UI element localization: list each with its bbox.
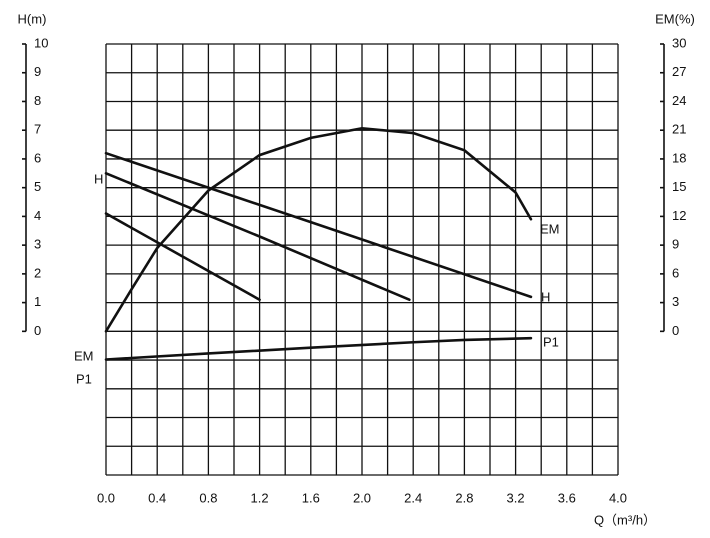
x-tick-label: 0.4 (148, 490, 166, 505)
curve-label: EM (540, 221, 560, 236)
y-tick-label: 7 (34, 122, 41, 137)
x-axis-title: Q（m³/h） (594, 512, 656, 527)
x-tick-label: 0.0 (97, 490, 115, 505)
y2-tick-label: 12 (672, 208, 686, 223)
curve (104, 151, 533, 299)
y-tick-label: 9 (34, 64, 41, 79)
x-tick-label: 1.2 (251, 490, 269, 505)
y2-tick-label: 30 (672, 35, 686, 50)
y2-tick-label: 18 (672, 150, 686, 165)
y-tick-label: 5 (34, 179, 41, 194)
y2-tick-label: 6 (672, 265, 679, 280)
y-tick-label: 6 (34, 150, 41, 165)
y-tick-label: 3 (34, 237, 41, 252)
x-tick-label: 3.2 (507, 490, 525, 505)
curve (104, 212, 261, 302)
x-tick-label: 2.0 (353, 490, 371, 505)
curve-label: P1 (543, 334, 559, 349)
curve (104, 336, 533, 361)
y2-tick-label: 27 (672, 64, 686, 79)
y-tick-label: 4 (34, 208, 41, 223)
x-tick-label: 2.8 (455, 490, 473, 505)
y2-tick-label: 0 (672, 323, 679, 338)
y-tick-label: 8 (34, 93, 41, 108)
y-tick-label: 1 (34, 294, 41, 309)
curve (104, 126, 533, 333)
x-tick-label: 2.4 (404, 490, 422, 505)
curve-label: H (541, 289, 550, 304)
x-tick-label: 1.6 (302, 490, 320, 505)
y-axis-title: H(m) (18, 11, 47, 26)
y2-tick-label: 24 (672, 93, 686, 108)
x-tick-label: 4.0 (609, 490, 627, 505)
y2-tick-label: 3 (672, 294, 679, 309)
y2-axis-title: EM(%) (655, 11, 695, 26)
curve-label: H (94, 171, 103, 186)
curve-label: P1 (76, 371, 92, 386)
y2-tick-label: 9 (672, 237, 679, 252)
y-tick-label: 0 (34, 323, 41, 338)
x-tick-label: 0.8 (199, 490, 217, 505)
y2-tick-label: 15 (672, 179, 686, 194)
y2-tick-label: 21 (672, 122, 686, 137)
y-tick-label: 2 (34, 265, 41, 280)
curve-label: EM (74, 348, 94, 363)
curve (104, 172, 411, 302)
x-tick-label: 3.6 (558, 490, 576, 505)
y-tick-label: 10 (34, 35, 48, 50)
